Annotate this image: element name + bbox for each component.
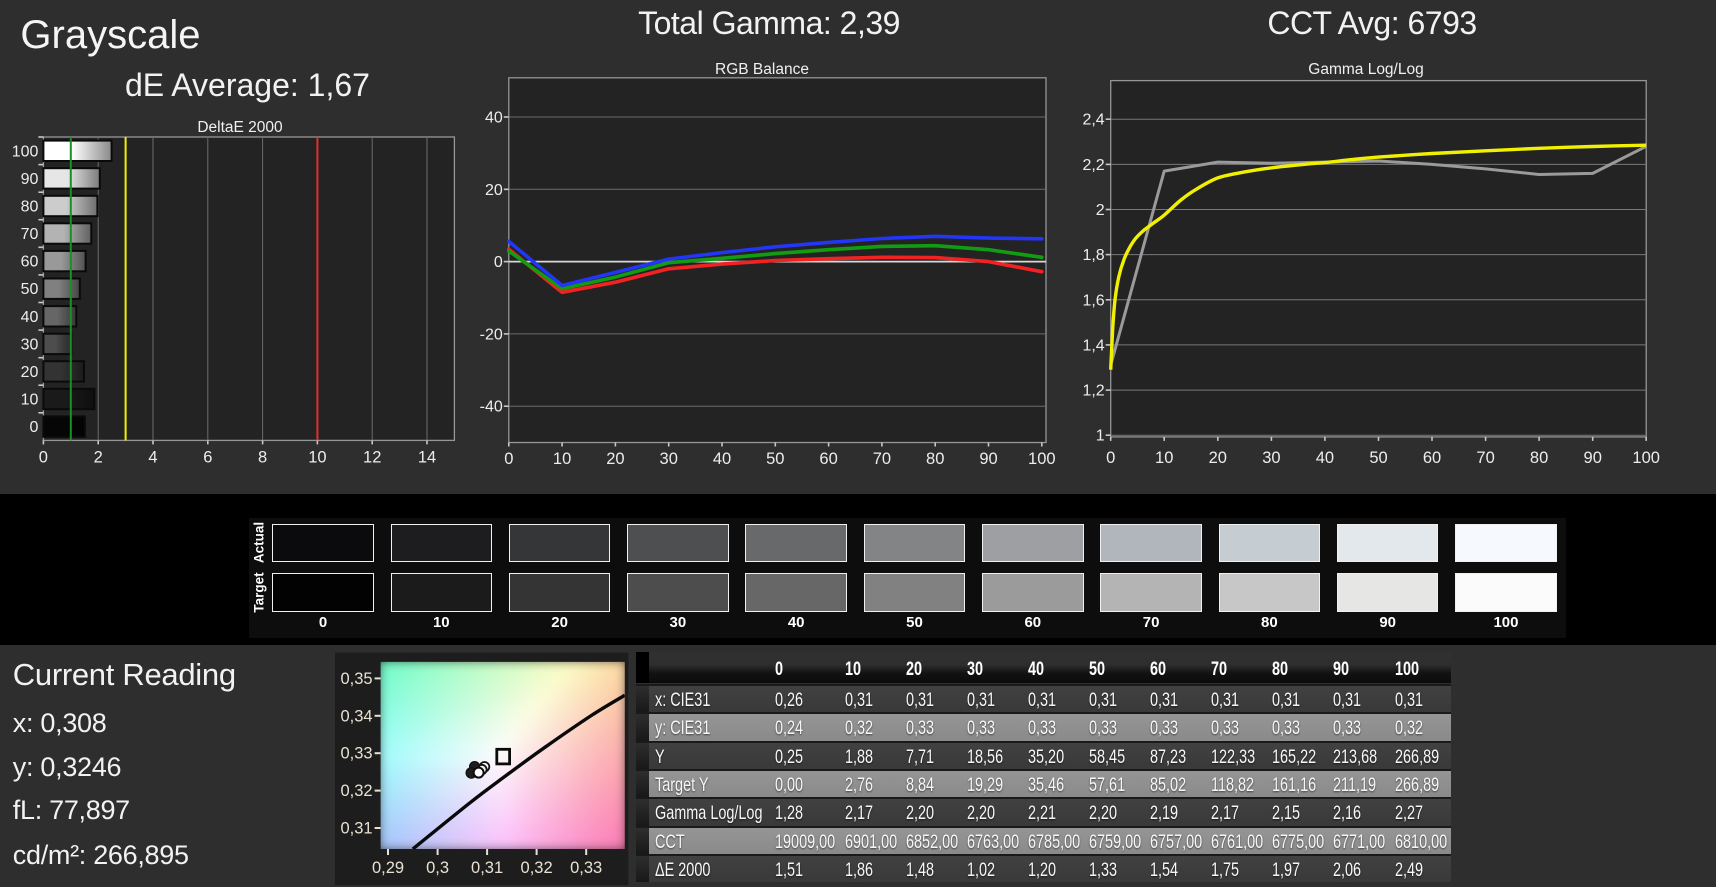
svg-text:0,35: 0,35 — [340, 670, 372, 688]
svg-text:20: 20 — [485, 182, 503, 199]
svg-text:10: 10 — [21, 392, 39, 409]
svg-text:0: 0 — [504, 450, 513, 468]
svg-text:2: 2 — [1096, 202, 1105, 219]
svg-text:40: 40 — [485, 110, 503, 127]
svg-text:2,2: 2,2 — [1082, 157, 1104, 174]
svg-text:70: 70 — [21, 226, 39, 243]
svg-text:1,4: 1,4 — [1082, 337, 1104, 354]
svg-text:50: 50 — [766, 450, 784, 468]
svg-text:60: 60 — [21, 254, 39, 271]
svg-text:100: 100 — [1028, 450, 1056, 468]
svg-text:80: 80 — [21, 199, 39, 216]
svg-text:1,2: 1,2 — [1082, 383, 1104, 400]
svg-text:14: 14 — [418, 449, 436, 467]
svg-text:70: 70 — [873, 450, 891, 468]
svg-text:0: 0 — [494, 254, 503, 271]
svg-text:2: 2 — [94, 449, 103, 467]
svg-text:60: 60 — [1423, 449, 1441, 467]
svg-text:60: 60 — [819, 450, 837, 468]
svg-text:0: 0 — [1106, 449, 1115, 467]
svg-text:50: 50 — [21, 281, 39, 298]
svg-text:90: 90 — [979, 450, 997, 468]
svg-text:0,29: 0,29 — [372, 859, 404, 877]
svg-text:40: 40 — [1316, 449, 1334, 467]
svg-text:20: 20 — [606, 450, 624, 468]
svg-text:1,8: 1,8 — [1082, 247, 1104, 264]
svg-text:0,31: 0,31 — [471, 859, 503, 877]
svg-text:30: 30 — [660, 450, 678, 468]
svg-text:12: 12 — [363, 449, 381, 467]
svg-text:90: 90 — [21, 171, 39, 188]
svg-text:80: 80 — [926, 450, 944, 468]
svg-text:-40: -40 — [480, 399, 503, 416]
svg-text:-20: -20 — [480, 326, 503, 343]
svg-text:100: 100 — [12, 143, 39, 160]
svg-text:2,4: 2,4 — [1082, 112, 1104, 129]
svg-text:50: 50 — [1369, 449, 1387, 467]
svg-text:0,34: 0,34 — [340, 707, 372, 725]
svg-text:0,3: 0,3 — [426, 859, 449, 877]
svg-text:90: 90 — [1584, 449, 1602, 467]
svg-text:0,32: 0,32 — [521, 859, 553, 877]
svg-text:Gamma Log/Log: Gamma Log/Log — [1308, 61, 1423, 78]
svg-text:80: 80 — [1530, 449, 1548, 467]
svg-text:10: 10 — [1155, 449, 1173, 467]
svg-text:DeltaE 2000: DeltaE 2000 — [197, 119, 283, 136]
svg-text:RGB Balance: RGB Balance — [715, 61, 809, 78]
svg-text:20: 20 — [1209, 449, 1227, 467]
svg-text:100: 100 — [1632, 449, 1660, 467]
svg-text:20: 20 — [21, 364, 39, 381]
svg-text:1: 1 — [1096, 428, 1105, 445]
svg-text:0: 0 — [29, 419, 38, 436]
svg-text:0,31: 0,31 — [340, 820, 372, 838]
svg-text:10: 10 — [308, 449, 326, 467]
svg-text:40: 40 — [713, 450, 731, 468]
svg-text:0,33: 0,33 — [570, 859, 602, 877]
svg-text:1,6: 1,6 — [1082, 292, 1104, 309]
svg-text:40: 40 — [21, 309, 39, 326]
svg-text:0,32: 0,32 — [340, 782, 372, 800]
svg-text:8: 8 — [258, 449, 267, 467]
svg-text:30: 30 — [21, 336, 39, 353]
svg-text:30: 30 — [1262, 449, 1280, 467]
svg-text:4: 4 — [148, 449, 157, 467]
svg-text:10: 10 — [553, 450, 571, 468]
svg-text:0: 0 — [39, 449, 48, 467]
svg-text:0,33: 0,33 — [340, 745, 372, 763]
svg-text:70: 70 — [1476, 449, 1494, 467]
svg-text:6: 6 — [203, 449, 212, 467]
